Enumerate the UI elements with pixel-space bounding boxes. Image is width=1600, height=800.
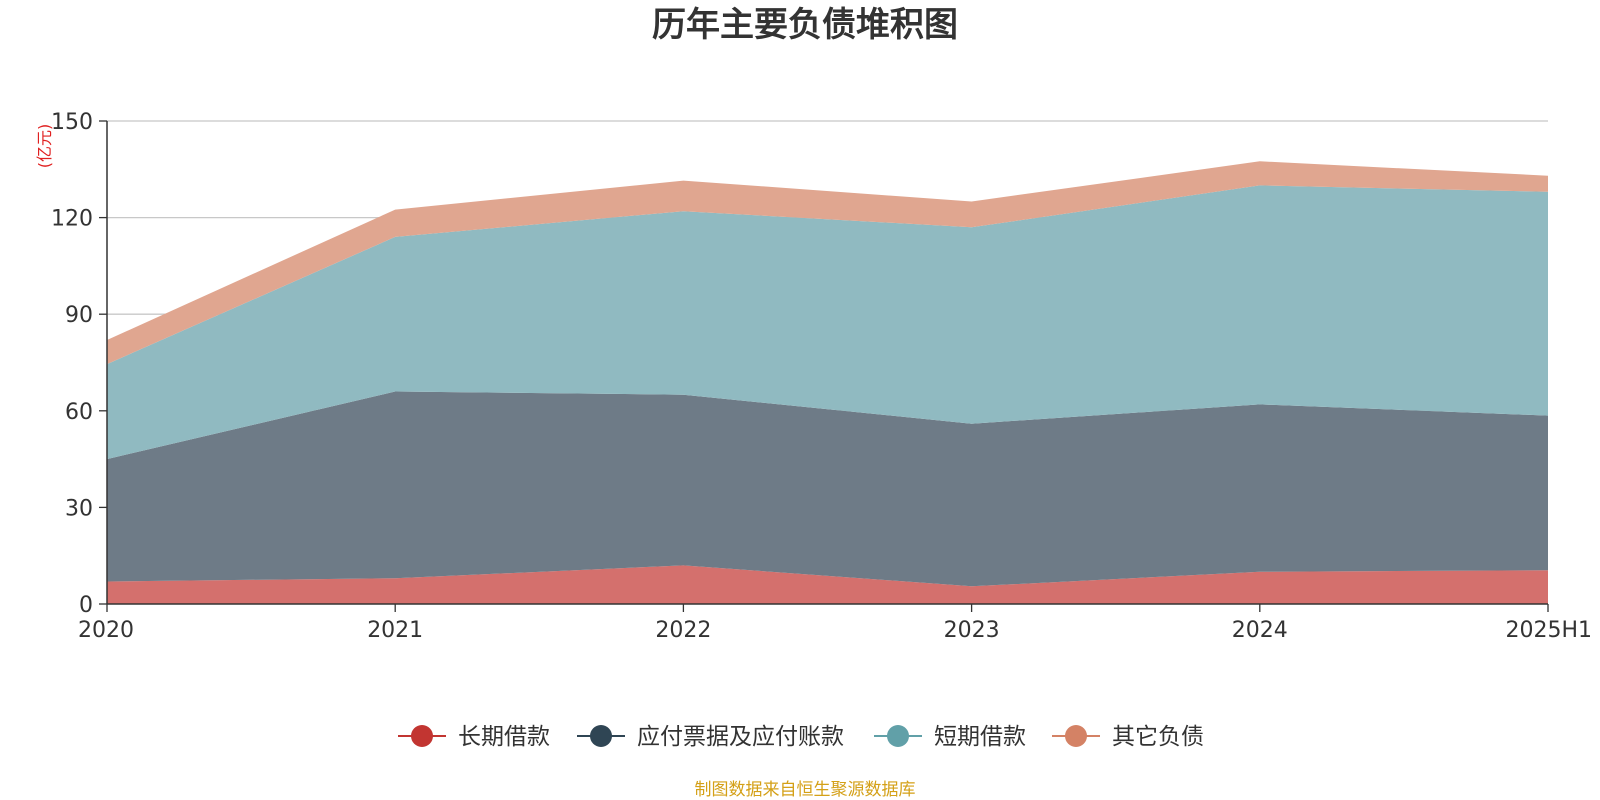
x-tick-label: 2023: [944, 618, 1000, 643]
legend-marker: [590, 725, 612, 747]
legend-item-1[interactable]: 应付票据及应付账款: [577, 724, 844, 750]
legend-label: 短期借款: [934, 724, 1026, 750]
legend-label: 应付票据及应付账款: [637, 724, 844, 750]
legend-item-2[interactable]: 短期借款: [874, 724, 1026, 750]
y-tick-label: 0: [79, 593, 93, 618]
area-series-0: [107, 565, 1548, 604]
data-source-note: 制图数据来自恒生聚源数据库: [695, 780, 916, 800]
area-series-1: [107, 391, 1548, 587]
x-tick-label: 2024: [1232, 618, 1288, 643]
legend-marker: [1065, 725, 1087, 747]
x-tick-label: 2020: [78, 618, 134, 643]
x-tick-label: 2021: [367, 618, 423, 643]
legend-item-3[interactable]: 其它负债: [1052, 724, 1204, 750]
x-tick-label: 2025H1: [1505, 618, 1592, 643]
axes: 0 30 60 90 120 150 2020 2021 2022 2023 2024 2025H1: [51, 110, 1592, 643]
y-tick-label: 150: [51, 110, 93, 135]
legend-item-0[interactable]: 长期借款: [398, 724, 550, 750]
legend-label: 其它负债: [1112, 724, 1204, 750]
y-tick-label: 60: [65, 400, 93, 425]
y-tick-label: 120: [51, 207, 93, 232]
legend[interactable]: 长期借款 应付票据及应付账款 短期借款 其它负债: [398, 724, 1204, 750]
legend-marker: [887, 725, 909, 747]
x-tick-label: 2022: [655, 618, 711, 643]
y-tick-label: 90: [65, 303, 93, 328]
stacked-areas: [107, 161, 1548, 604]
legend-label: 长期借款: [458, 724, 550, 750]
area-series-3: [107, 161, 1548, 365]
legend-marker: [411, 725, 433, 747]
y-tick-label: 30: [65, 496, 93, 521]
y-axis-unit: (亿元): [35, 124, 54, 169]
area-series-2: [107, 185, 1548, 460]
chart-title: 历年主要负债堆积图: [652, 5, 958, 45]
